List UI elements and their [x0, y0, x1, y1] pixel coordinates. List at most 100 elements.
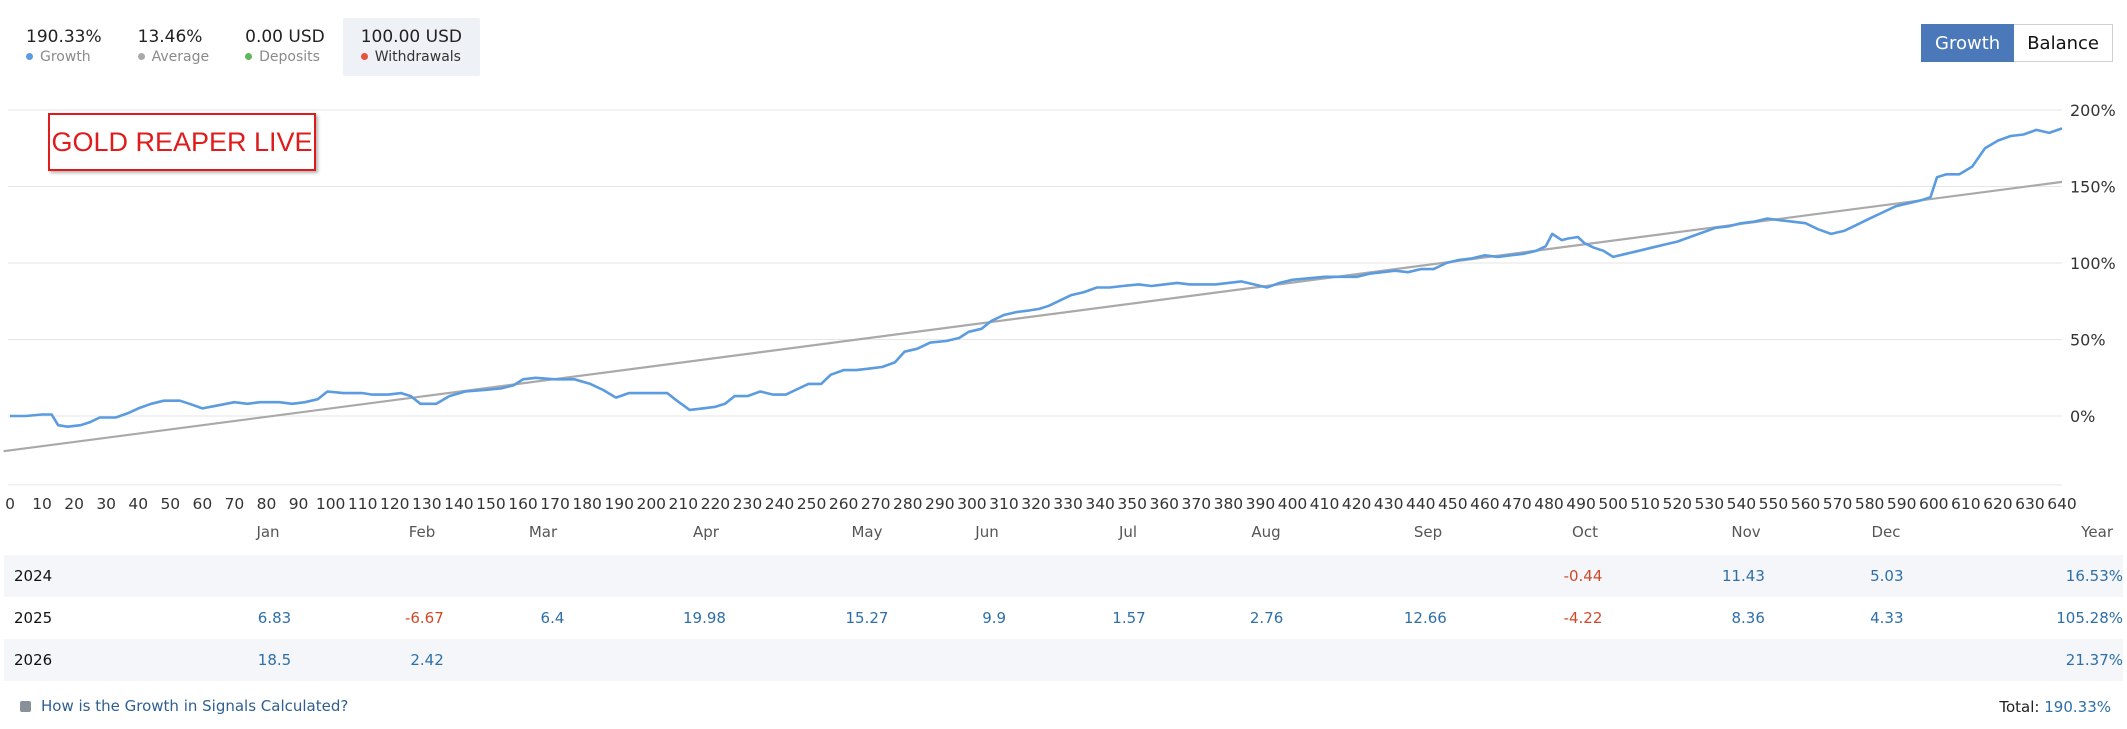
stat-average-label: Average	[151, 49, 210, 65]
month-value-cell[interactable]: 15.27	[845, 609, 889, 627]
x-tick-label: 290	[925, 495, 955, 513]
x-tick-label: 20	[64, 495, 84, 513]
month-value-cell[interactable]: 12.66	[1403, 609, 1447, 627]
month-value-cell[interactable]: -0.44	[1446, 555, 1603, 597]
x-tick-label: 240	[765, 495, 795, 513]
growth-calculation-link[interactable]: How is the Growth in Signals Calculated?	[20, 697, 348, 715]
balance-button[interactable]: Balance	[2014, 24, 2113, 62]
stat-growth[interactable]: 190.33% Growth	[8, 18, 120, 76]
stat-deposits[interactable]: 0.00 USD Deposits	[227, 18, 343, 76]
month-value-cell[interactable]: 21.37%	[1903, 639, 2123, 681]
x-tick-label: 600	[1919, 495, 1949, 513]
strategy-banner: GOLD REAPER LIVE	[48, 113, 316, 171]
x-tick-label: 140	[444, 495, 474, 513]
year-cell: 2025	[14, 609, 53, 627]
month-value-cell	[1446, 639, 1603, 681]
month-value-cell[interactable]: 16.53%	[1903, 555, 2123, 597]
month-value-cell	[1145, 639, 1284, 681]
x-tick-label: 520	[1662, 495, 1692, 513]
x-tick-label: 0	[5, 495, 15, 513]
deposits-dot-icon	[245, 53, 253, 60]
x-tick-label: 610	[1951, 495, 1981, 513]
month-header-dec: Dec	[1871, 523, 1901, 541]
x-tick-label: 540	[1727, 495, 1757, 513]
x-tick-label: 210	[669, 495, 699, 513]
year-row-2026: 2026 18.5 2.42 21.37%	[4, 639, 2123, 681]
stat-growth-value: 190.33%	[26, 27, 102, 47]
x-tick-label: 130	[412, 495, 442, 513]
month-value-cell[interactable]: 18.5	[133, 639, 292, 681]
x-tick-label: 50	[160, 495, 180, 513]
month-value-cell	[725, 555, 889, 597]
month-value-cell[interactable]: 1.57	[1112, 609, 1146, 627]
month-value-cell[interactable]: 2.42	[291, 639, 444, 681]
x-tick-label: 590	[1887, 495, 1917, 513]
stat-withdrawals-label: Withdrawals	[374, 49, 461, 65]
chart-y-axis: 0% 50% 100% 150% 200%	[2070, 101, 2116, 426]
month-value-cell[interactable]: 6.4	[540, 609, 565, 627]
series-line-growth	[10, 127, 2063, 428]
month-header-feb: Feb	[408, 523, 436, 541]
x-tick-label: 10	[32, 495, 52, 513]
x-tick-label: 260	[829, 495, 859, 513]
chart-grid	[8, 109, 2062, 417]
x-tick-label: 330	[1053, 495, 1083, 513]
x-tick-label: 470	[1502, 495, 1532, 513]
month-header-apr: Apr	[693, 523, 719, 541]
month-header-jan: Jan	[256, 523, 280, 541]
month-value-cell	[888, 639, 1007, 681]
x-tick-label: 310	[989, 495, 1019, 513]
y-tick-label: 50%	[2070, 331, 2106, 350]
x-tick-label: 150	[476, 495, 506, 513]
month-value-cell	[443, 639, 565, 681]
average-dot-icon	[137, 53, 145, 60]
month-header-jun: Jun	[975, 523, 999, 541]
month-value-cell	[725, 639, 889, 681]
month-value-cell[interactable]: 105.28%	[2056, 609, 2123, 627]
year-row-2024: 2024 -0.44 11.43 5.03 16.53%	[4, 555, 2123, 597]
total-label: Total:	[1999, 698, 2040, 716]
x-tick-label: 220	[701, 495, 731, 513]
month-value-cell[interactable]: 5.03	[1764, 555, 1904, 597]
x-tick-label: 70	[225, 495, 245, 513]
stat-average[interactable]: 13.46% Average	[120, 18, 228, 76]
x-tick-label: 390	[1246, 495, 1276, 513]
month-header-oct: Oct	[1572, 523, 1598, 541]
x-tick-label: 500	[1598, 495, 1628, 513]
month-value-cell[interactable]: 11.43	[1602, 555, 1765, 597]
month-header-jul: Jul	[1118, 523, 1138, 541]
x-tick-label: 380	[1214, 495, 1244, 513]
chart-mode-toggle: Growth Balance	[1921, 24, 2113, 62]
month-value-cell	[1764, 639, 1904, 681]
month-value-cell	[133, 555, 292, 597]
month-value-cell[interactable]: 4.33	[1870, 609, 1904, 627]
stat-withdrawals[interactable]: 100.00 USD Withdrawals	[342, 18, 480, 76]
x-tick-label: 250	[797, 495, 827, 513]
year-cell: 2024	[4, 555, 134, 597]
x-tick-label: 410	[1310, 495, 1340, 513]
x-tick-label: 550	[1759, 495, 1789, 513]
stat-deposits-value: 0.00 USD	[245, 27, 325, 47]
total-growth: Total: 190.33%	[1999, 698, 2111, 716]
x-tick-label: 450	[1438, 495, 1468, 513]
x-tick-label: 400	[1278, 495, 1308, 513]
month-value-cell[interactable]: 8.36	[1731, 609, 1765, 627]
month-value-cell	[564, 555, 726, 597]
month-value-cell[interactable]: 9.9	[982, 609, 1007, 627]
month-value-cell[interactable]: 19.98	[682, 609, 726, 627]
stat-withdrawals-value: 100.00 USD	[360, 27, 462, 47]
y-tick-label: 0%	[2070, 407, 2095, 426]
chart-x-axis: 0 10 20 30 40 50 60 70 80 90 100 110 120 130 140 150 160…	[5, 495, 2077, 513]
x-tick-label: 570	[1823, 495, 1853, 513]
month-value-cell[interactable]: 2.76	[1249, 609, 1284, 627]
month-value-cell	[564, 639, 726, 681]
growth-button[interactable]: Growth	[1921, 24, 2015, 62]
month-value-cell[interactable]: -6.67	[404, 609, 444, 627]
month-value-cell[interactable]: -4.22	[1563, 609, 1603, 627]
x-tick-label: 360	[1149, 495, 1179, 513]
x-tick-label: 350	[1117, 495, 1147, 513]
x-tick-label: 170	[540, 495, 570, 513]
month-value-cell[interactable]: 6.83	[257, 609, 292, 627]
x-tick-label: 280	[893, 495, 923, 513]
month-header-may: May	[851, 523, 883, 541]
